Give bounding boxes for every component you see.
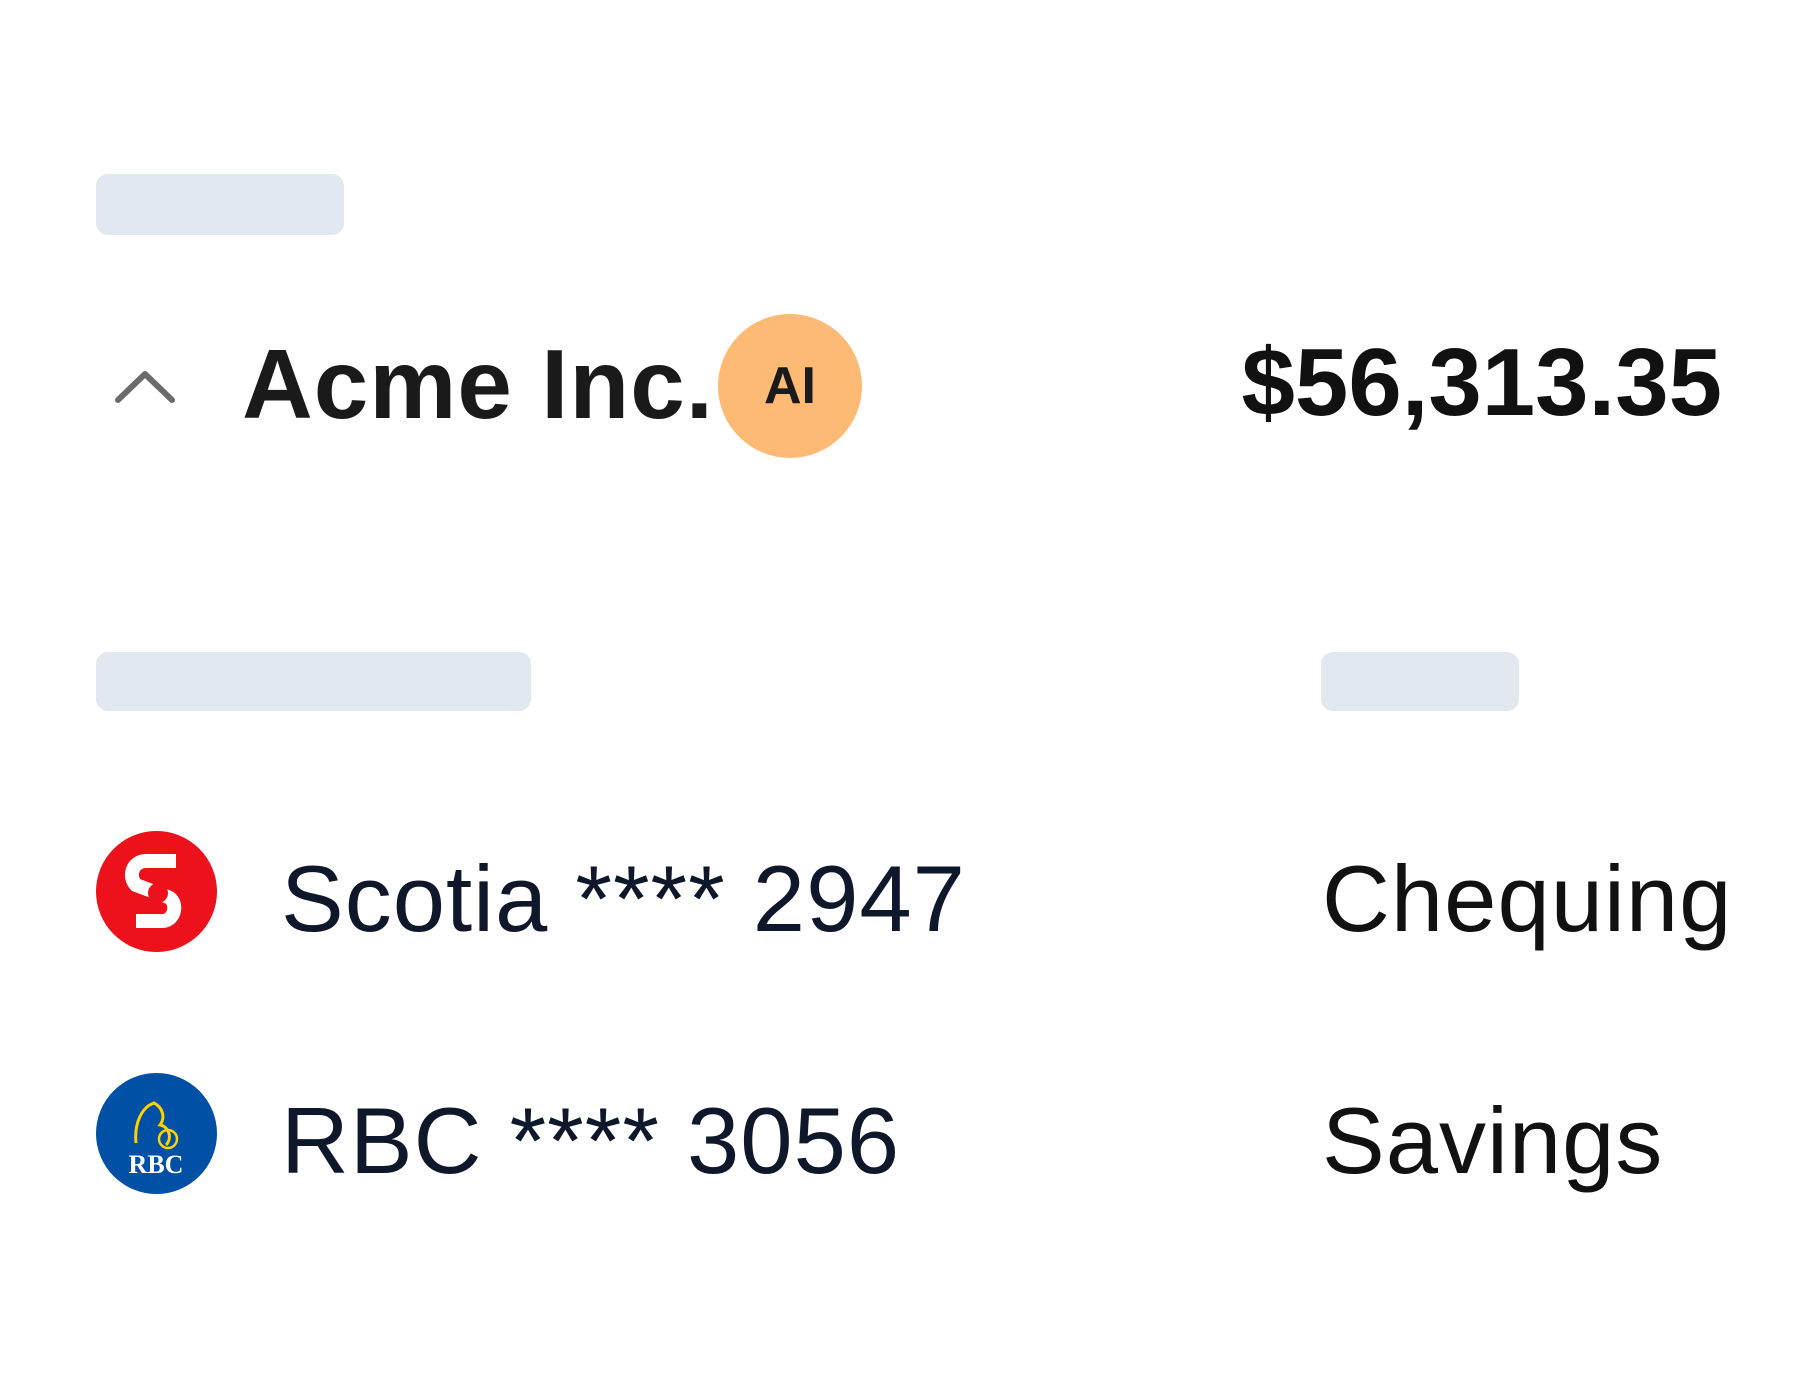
chevron-up-icon[interactable] xyxy=(114,368,176,404)
company-name: Acme Inc. xyxy=(242,329,714,439)
badge-initials: AI xyxy=(764,357,816,415)
column-header-skeleton-type xyxy=(1321,652,1519,711)
svg-text:RBC: RBC xyxy=(129,1150,184,1179)
account-label: RBC **** 3056 xyxy=(281,1088,901,1193)
company-total-balance: $56,313.35 xyxy=(1241,329,1722,436)
scotiabank-logo xyxy=(96,831,217,952)
rbc-logo: RBC xyxy=(96,1073,217,1194)
account-type: Chequing xyxy=(1322,846,1733,951)
header-skeleton xyxy=(96,174,344,235)
column-header-skeleton-account xyxy=(96,652,531,711)
company-avatar-badge: AI xyxy=(718,314,862,458)
account-type: Savings xyxy=(1322,1088,1664,1193)
account-label: Scotia **** 2947 xyxy=(281,846,966,951)
